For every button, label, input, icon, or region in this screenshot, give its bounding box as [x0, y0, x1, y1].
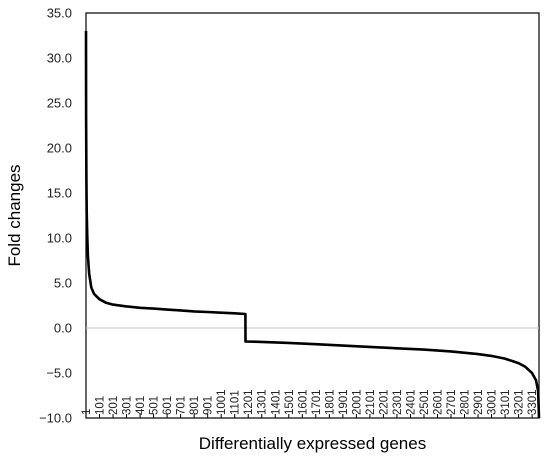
x-tick-label: 801 [189, 396, 201, 415]
x-axis-title: Differentially expressed genes [199, 434, 426, 453]
y-tick-label: 35.0 [47, 6, 72, 21]
x-axis: 1 101 201 301 401 501 601 701 801 901 1001 1101 1201… [81, 389, 539, 418]
x-tick-label: 1 [81, 409, 93, 415]
y-tick-label: 15.0 [47, 186, 72, 201]
plot-area [85, 12, 540, 419]
y-tick-label: −10.0 [39, 411, 72, 426]
y-tick-label: 20.0 [47, 141, 72, 156]
x-tick-label: 2601 [432, 389, 444, 415]
x-tick-label: 1901 [338, 389, 350, 415]
x-tick-label: 501 [149, 396, 161, 415]
x-tick-label: 2001 [351, 389, 363, 415]
y-axis-title: Fold changes [5, 164, 24, 266]
x-tick-label: 2401 [405, 389, 417, 415]
x-tick-label: 1801 [324, 389, 336, 415]
y-tick-label: 5.0 [54, 276, 72, 291]
x-tick-label: 2701 [446, 389, 458, 415]
x-tick-label: 1201 [243, 389, 255, 415]
x-tick-label: 3201 [514, 389, 526, 415]
x-tick-label: 1701 [311, 389, 323, 415]
x-tick-label: 1401 [270, 389, 282, 415]
x-tick-label: 1601 [297, 389, 309, 415]
y-tick-label: 25.0 [47, 96, 72, 111]
x-tick-label: 3001 [487, 389, 499, 415]
x-tick-label: 2201 [378, 389, 390, 415]
y-tick-label: 0.0 [54, 321, 72, 336]
series-line [84, 30, 541, 419]
y-tick-label: 30.0 [47, 51, 72, 66]
x-tick-label: 3101 [500, 389, 512, 415]
x-tick-label: 301 [122, 396, 134, 415]
x-tick-label: 2301 [392, 389, 404, 415]
x-tick-label: 1501 [284, 389, 296, 415]
x-tick-label: 401 [135, 396, 147, 415]
x-tick-label: 1001 [216, 389, 228, 415]
x-tick-label: 201 [108, 396, 120, 415]
x-tick-label: 1101 [230, 390, 242, 415]
x-tick-label: 1301 [257, 389, 269, 415]
x-tick-label: 2901 [473, 389, 485, 415]
x-tick-label: 701 [176, 396, 188, 415]
x-tick-label: 3301 [527, 389, 539, 415]
y-tick-label: 10.0 [47, 231, 72, 246]
y-tick-label: −5.0 [46, 366, 72, 381]
x-tick-label: 2501 [419, 389, 431, 415]
x-tick-label: 901 [203, 396, 215, 415]
y-axis: −10.0 −5.0 0.0 5.0 10.0 15.0 20.0 25.0 30.0 35.0 [39, 6, 72, 426]
x-tick-label: 2101 [365, 389, 377, 415]
x-tick-label: 2801 [460, 389, 472, 415]
x-tick-label: 601 [162, 396, 174, 415]
x-tick-label: 101 [95, 396, 107, 415]
